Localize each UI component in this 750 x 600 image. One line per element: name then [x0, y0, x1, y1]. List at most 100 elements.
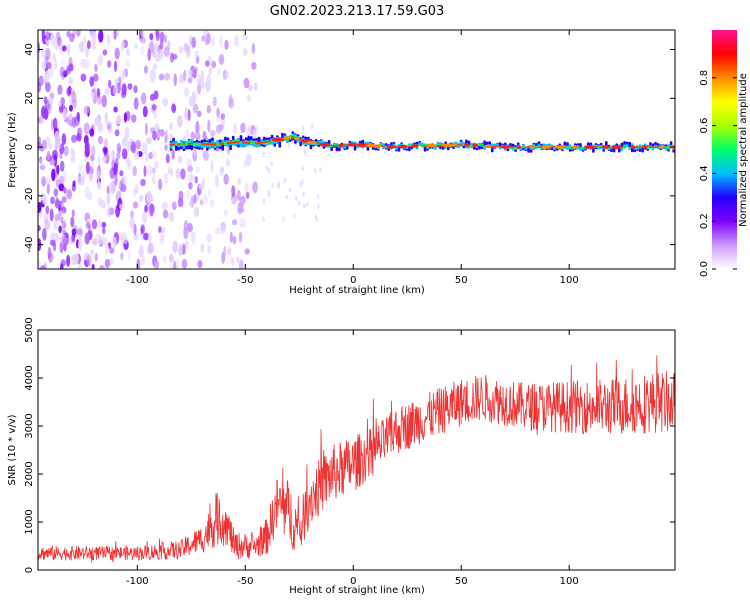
spectrogram-noise-cell: [59, 66, 65, 77]
spectrogram-noise-cell: [211, 60, 217, 69]
spectrogram-noise-cell: [191, 36, 197, 48]
spectrogram-noise-cell: [116, 152, 121, 160]
spectrogram-noise-cell: [268, 167, 271, 173]
spectrogram-noise-cell: [294, 196, 298, 202]
spectrogram-noise-cell: [159, 31, 165, 43]
spectrogram-noise-cell: [240, 122, 246, 133]
spectrogram-noise-cell: [310, 124, 314, 129]
spectrogram-noise-cell: [188, 200, 192, 208]
spectrogram-noise-cell: [89, 30, 94, 38]
spectrogram-ridge-core-cell: [260, 141, 263, 144]
spectrogram-noise-cell: [63, 170, 67, 182]
spectrogram-noise-cell: [177, 197, 184, 208]
spectrogram-noise-cell: [171, 149, 175, 160]
colorbar-label: Normalized spectral amplitude: [738, 73, 749, 227]
spectrogram-noise-cell: [105, 153, 110, 160]
spectrogram-noise-cell: [168, 211, 175, 223]
spectrogram-noise-cell: [81, 171, 86, 182]
spectrogram-noise-cell: [107, 123, 111, 130]
spectrogram-noise-cell: [283, 178, 286, 184]
snr-x-ticks: -100 -50 0 50 100: [126, 330, 579, 587]
spectrogram-noise-cell: [123, 237, 128, 245]
colorbar-gradient: [712, 30, 737, 269]
spectrogram-marks: [38, 30, 675, 269]
spectrogram-ridge-mid-cell: [421, 142, 424, 146]
spectrogram-noise-cell: [70, 148, 76, 157]
spectrogram-noise-cell: [169, 253, 174, 264]
spectrogram-noise-cell: [169, 263, 173, 269]
spectrogram-noise-cell: [94, 117, 100, 126]
spectrogram-noise-cell: [140, 36, 146, 44]
spectrogram-noise-cell: [238, 231, 243, 243]
spectrogram-ridge-core-cell: [638, 146, 642, 148]
spectrogram-noise-cell: [101, 227, 106, 235]
spectrogram-noise-cell: [196, 110, 202, 117]
snr-panel: -100 -50 0 50 100 0 1000 2000 3000 4000 5000 Heig…: [7, 317, 676, 596]
spectrogram-noise-cell: [219, 35, 223, 48]
spectrogram-noise-cell: [54, 37, 60, 51]
spectrogram-ridge-core-cell: [211, 143, 214, 146]
spectrogram-noise-cell: [135, 139, 142, 150]
spectrogram-ridge-inner-cell: [195, 142, 199, 146]
spectrogram-ridge-core-cell: [203, 143, 206, 146]
spectrogram-ridge-hotspot: [541, 145, 552, 149]
spectrogram-ridge-core-cell: [537, 146, 541, 148]
spectrogram-noise-cell: [143, 65, 149, 74]
spectrogram-noise-cell: [253, 82, 258, 91]
spectrogram-noise-cell: [115, 204, 120, 218]
spectrogram-noise-cell: [224, 39, 229, 50]
spectrogram-noise-cell: [68, 63, 74, 72]
spectrogram-noise-cell: [163, 254, 167, 264]
spectrogram-noise-cell: [175, 258, 180, 269]
spectrogram-noise-cell: [104, 258, 110, 269]
spectrogram-ridge-hotspot: [630, 145, 636, 149]
spectrogram-noise-cell: [96, 170, 101, 182]
figure-title: GN02.2023.213.17.59.G03: [270, 4, 445, 19]
spectrogram-noise-cell: [248, 124, 252, 133]
spectrogram-noise-cell: [215, 124, 222, 134]
spectrogram-noise-cell: [173, 73, 177, 87]
spectrogram-noise-cell: [152, 130, 157, 141]
spectrogram-noise-cell: [144, 122, 148, 136]
spectrogram-noise-cell: [146, 190, 153, 204]
spectrogram-noise-cell: [61, 58, 66, 66]
spectrogram-noise-cell: [45, 205, 50, 215]
spectrogram-noise-cell: [215, 226, 221, 235]
spectrogram-noise-cell: [121, 148, 128, 160]
spectrogram-noise-cell: [223, 173, 229, 185]
spectrogram-noise-cell: [187, 69, 193, 77]
spectrogram-ridge-hotspot: [271, 137, 284, 142]
spectrogram-noise-cell: [101, 221, 107, 228]
spectrogram-noise-cell: [46, 150, 51, 161]
spectrogram-noise-cell: [57, 84, 63, 96]
x-tick-label: 100: [560, 275, 579, 286]
spectrogram-noise-cell: [39, 158, 43, 167]
spectrogram-ridge-mid-cell: [667, 146, 670, 150]
spectrogram-noise-cell: [48, 96, 54, 105]
spectrogram-noise-cell: [88, 168, 94, 182]
spectrogram-noise-cell: [79, 41, 85, 53]
spectrogram-ridge-core-cell: [493, 145, 497, 148]
spectrogram-noise-cell: [113, 106, 118, 113]
snr-frame: [37, 329, 676, 571]
spectrogram-noise-cell: [187, 109, 191, 122]
spectrogram-noise-cell: [61, 45, 67, 52]
spectrogram-y-ticks: -40 -20 0 20 40: [24, 43, 675, 253]
spectrogram-noise-cell: [142, 105, 148, 118]
spectrogram-noise-cell: [97, 122, 104, 132]
spectrogram-ridge-hotspot: [425, 144, 437, 148]
spectrogram-ridge-core-cell: [229, 141, 232, 145]
spectrogram-noise-cell: [196, 73, 202, 87]
spectrogram-noise-cell: [99, 265, 105, 269]
spectrogram-ridge-hotspot: [319, 142, 331, 147]
spectrogram-noise-cell: [232, 219, 238, 226]
x-tick-label: 100: [560, 576, 579, 587]
spectrogram-noise-cell: [134, 184, 139, 195]
spectrogram-noise-cell: [44, 219, 50, 231]
spectrogram-ridge-core-cell: [423, 145, 427, 147]
spectrogram-noise-cell: [153, 42, 159, 52]
spectrogram-noise-cell: [146, 164, 153, 176]
spectrogram-noise-cell: [102, 49, 108, 56]
spectrogram-noise-cell: [236, 189, 241, 202]
spectrogram-noise-cell: [244, 182, 249, 194]
